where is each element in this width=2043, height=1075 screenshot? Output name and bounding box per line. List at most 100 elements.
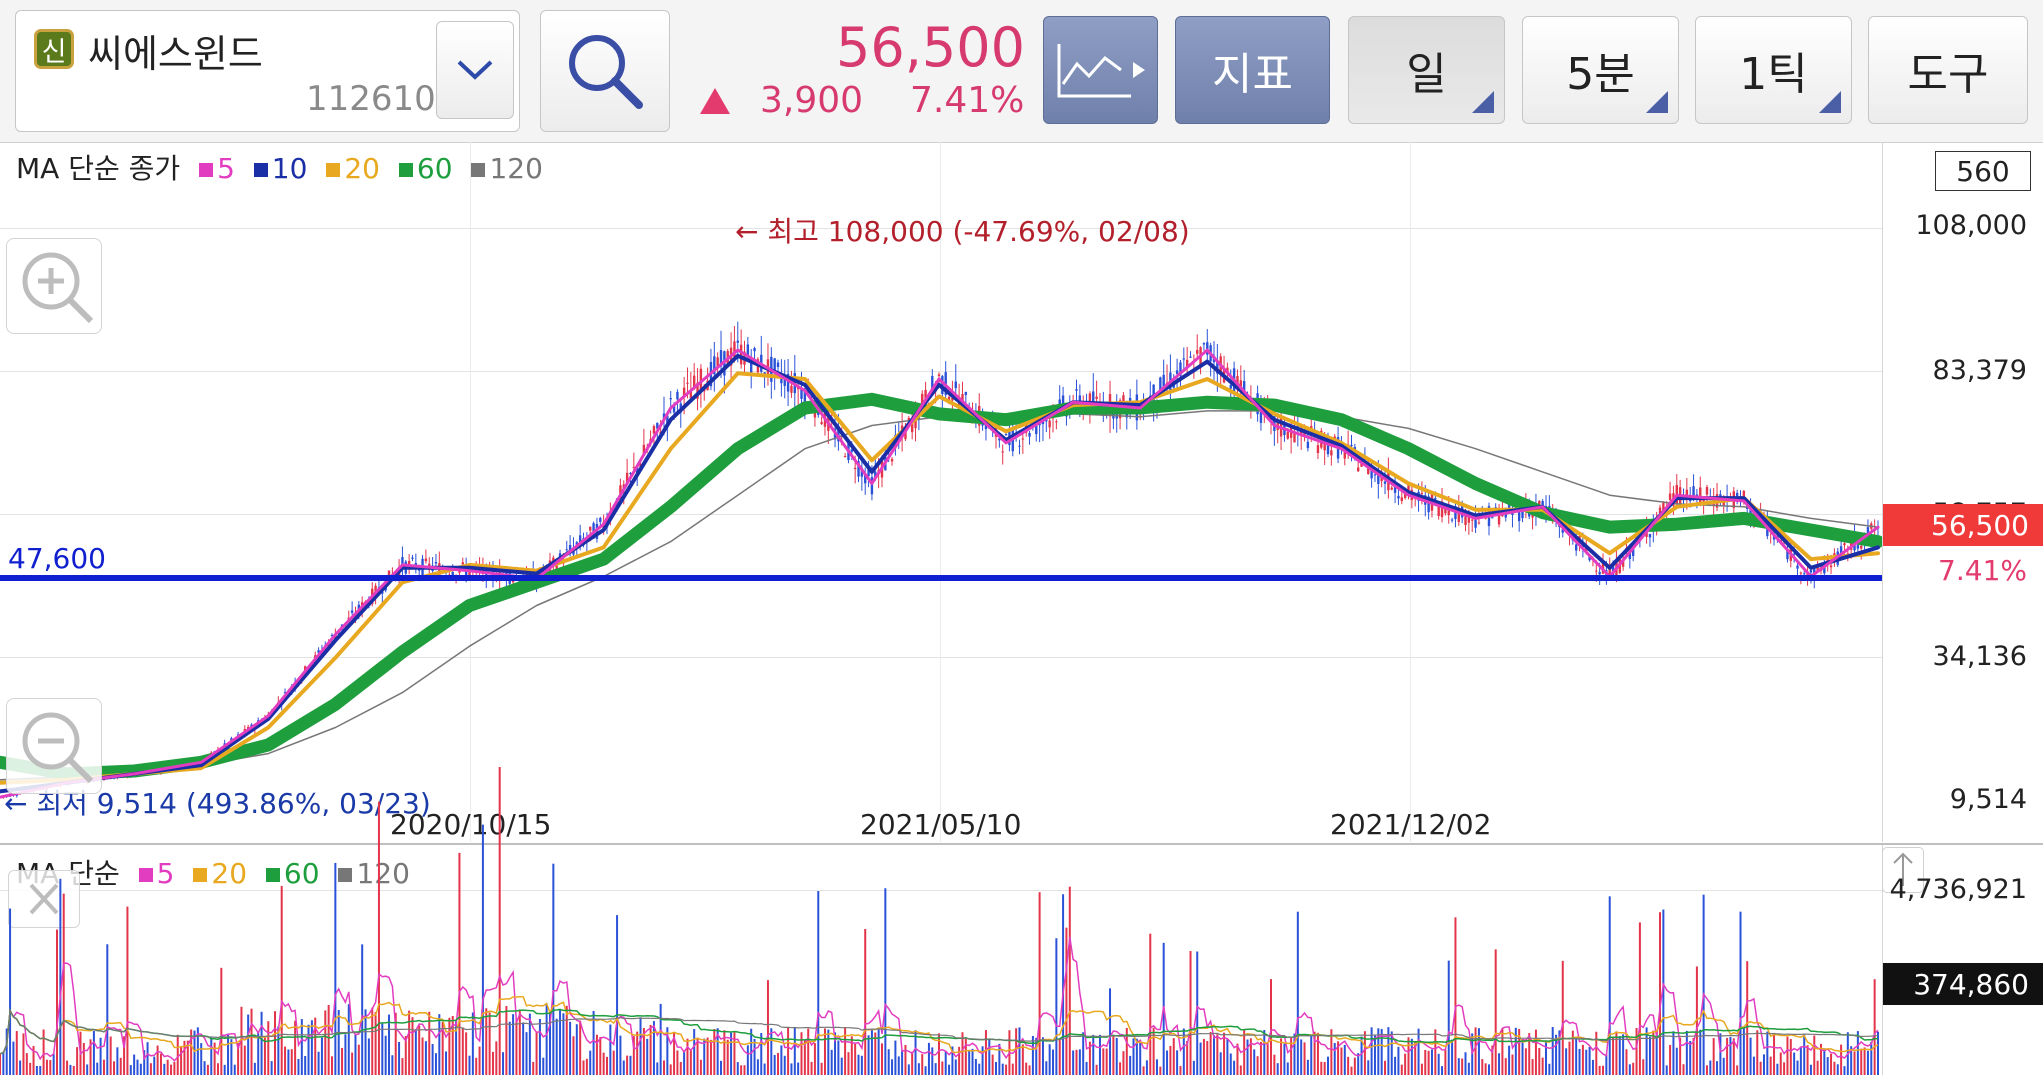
stock-dropdown-button[interactable] [436, 21, 514, 119]
candle-body [843, 455, 847, 457]
volume-bar [1340, 1047, 1343, 1075]
volume-bar [478, 1046, 481, 1075]
volume-bar [689, 1050, 692, 1075]
volume-bar [740, 1065, 743, 1075]
candle-body [1521, 509, 1524, 519]
volume-bar [1585, 1049, 1588, 1075]
volume-bar [877, 1029, 880, 1075]
volume-bar [317, 1051, 320, 1075]
volume-bar [1866, 1050, 1869, 1075]
zoom-out-button[interactable] [6, 698, 102, 794]
volume-bar [1716, 1061, 1719, 1075]
volume-bar [119, 1057, 122, 1075]
candle-body [1662, 503, 1665, 514]
candle-count-box[interactable]: 560 [1935, 151, 2031, 191]
stock-selector[interactable]: 신 씨에스윈드 112610 [15, 10, 520, 132]
indicator-button[interactable]: 지표 [1175, 16, 1330, 124]
volume-bar [968, 1049, 971, 1075]
volume-bar [683, 1050, 686, 1075]
volume-bar [599, 1036, 602, 1075]
volume-bar [1685, 1030, 1688, 1075]
expand-volume-button[interactable] [1882, 847, 1924, 893]
volume-bar [1732, 1038, 1735, 1075]
close-volume-button[interactable] [8, 870, 80, 928]
candle-body [1648, 533, 1652, 538]
candle-body [998, 438, 1001, 441]
volume-bar [1746, 961, 1749, 1075]
volume-bar [247, 1014, 250, 1075]
search-button[interactable] [540, 10, 670, 132]
volume-bar [1675, 1047, 1678, 1075]
volume-bar [1119, 1062, 1122, 1075]
legend-ma60: 60 [283, 857, 320, 890]
volume-bar [180, 1046, 183, 1075]
zoom-in-button[interactable] [6, 238, 102, 334]
volume-bar [746, 1045, 749, 1075]
chart-type-button[interactable] [1043, 16, 1158, 124]
volume-bar [102, 1059, 105, 1075]
volume-ma-lines [0, 936, 1879, 1062]
candle-body [857, 461, 860, 477]
candle-body [1796, 565, 1799, 569]
volume-bar [170, 1064, 173, 1075]
candle-body [984, 424, 988, 430]
volume-bar [575, 1024, 578, 1075]
candle-body [1185, 359, 1189, 367]
volume-bar [1524, 1048, 1527, 1075]
candle-body [790, 385, 793, 393]
candle-body [1202, 343, 1206, 345]
date-label: 2021/12/02 [1330, 808, 1492, 841]
candle-body [575, 542, 579, 546]
volume-bar [864, 929, 867, 1075]
volume-bar [1058, 1038, 1061, 1075]
volume-bar [398, 1041, 401, 1075]
indicator-button-label: 지표 [1212, 49, 1293, 100]
volume-bar [616, 915, 619, 1075]
volume-bar [233, 1064, 236, 1075]
volume-bar [659, 1003, 662, 1075]
volume-bar [1236, 1043, 1239, 1075]
volume-bar [1669, 1044, 1672, 1075]
volume-bar [1645, 1027, 1648, 1075]
volume-bar [1588, 1047, 1591, 1075]
volume-bar [1038, 892, 1041, 1075]
volume-bar [96, 1062, 99, 1075]
volume-bar [341, 1047, 344, 1075]
volume-bar [149, 1063, 152, 1075]
volume-bar [854, 1042, 857, 1075]
volume-bar [927, 1042, 930, 1075]
interval-button[interactable]: 5분 [1522, 16, 1679, 124]
volume-bar [783, 1055, 786, 1075]
volume-bar [1327, 1056, 1330, 1075]
volume-bar [1088, 1041, 1091, 1075]
volume-bar [418, 1025, 421, 1075]
volume-bar [1648, 1036, 1651, 1075]
volume-bar [307, 1024, 310, 1075]
volume-bar [1357, 1053, 1360, 1075]
volume-bar [1192, 1060, 1195, 1075]
volume-bar [1548, 1063, 1551, 1075]
tools-button[interactable]: 도구 [1868, 16, 2028, 124]
volume-bar [1209, 1032, 1212, 1075]
chevron-down-icon [457, 60, 493, 80]
zoom-in-icon [22, 252, 94, 324]
candle-body [1377, 470, 1380, 484]
volume-bar [1293, 1033, 1296, 1075]
candle-body [1440, 501, 1444, 518]
tick-button[interactable]: 1틱 [1695, 16, 1852, 124]
date-label: 2021/05/10 [860, 808, 1022, 841]
volume-bar [72, 1065, 75, 1075]
period-button[interactable]: 일 [1348, 16, 1505, 124]
volume-bar [99, 1037, 102, 1075]
volume-bar [1518, 1028, 1521, 1075]
volume-bar [1300, 1039, 1303, 1075]
volume-bar [1055, 938, 1058, 1075]
volume-bar [1333, 1043, 1336, 1075]
candle-body [1018, 445, 1021, 447]
candle-body [1092, 391, 1095, 406]
volume-bar [1783, 1062, 1786, 1075]
volume-bar [1092, 1034, 1095, 1075]
candle-body [1095, 396, 1098, 399]
volume-bar [1555, 1034, 1558, 1075]
volume-bar [827, 1029, 830, 1075]
